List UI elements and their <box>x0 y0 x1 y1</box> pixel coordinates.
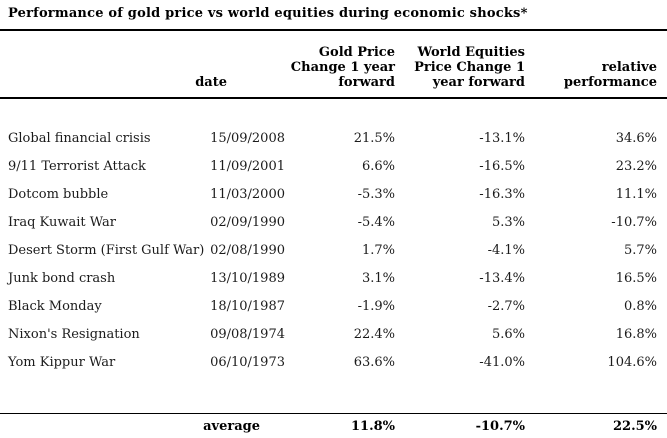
column-header-event <box>8 90 195 97</box>
equities-change-cell: -4.1% <box>487 243 525 258</box>
date-cell: 06/10/1973 <box>210 355 285 370</box>
table-title: Performance of gold price vs world equit… <box>8 6 528 21</box>
event-cell: Yom Kippur War <box>8 355 116 370</box>
relative-performance-cell: 16.5% <box>615 271 657 286</box>
title-divider <box>0 29 667 31</box>
date-cell: 11/09/2001 <box>210 159 285 174</box>
relative-performance-cell: 16.8% <box>615 327 657 342</box>
date-cell: 13/10/1989 <box>210 271 285 286</box>
equities-change-cell: -41.0% <box>479 355 525 370</box>
gold-change-cell: 6.6% <box>361 159 395 174</box>
table-body: Global financial crisis 15/09/2008 21.5%… <box>8 125 657 377</box>
relative-performance-cell: -10.7% <box>611 215 657 230</box>
relative-performance-cell: 5.7% <box>623 243 657 258</box>
column-header-gold-price: Gold Price Change 1 year forward <box>290 45 395 90</box>
equities-change-cell: -2.7% <box>487 299 525 314</box>
average-empty-cell <box>8 414 195 438</box>
gold-change-cell: 21.5% <box>353 131 395 146</box>
date-cell: 18/10/1987 <box>210 299 285 314</box>
date-cell: 02/09/1990 <box>210 215 285 230</box>
average-row: average 11.8% -10.7% 22.5% <box>8 414 657 438</box>
column-header-relative-performance: relative performance <box>563 60 657 90</box>
gold-change-cell: -1.9% <box>357 299 395 314</box>
event-cell: Black Monday <box>8 299 102 314</box>
gold-change-cell: -5.3% <box>357 187 395 202</box>
average-label: average <box>203 419 260 434</box>
gold-change-cell: 1.7% <box>361 243 395 258</box>
relative-performance-cell: 23.2% <box>615 159 657 174</box>
table-header-row: date Gold Price Change 1 year forward Wo… <box>8 31 657 97</box>
relative-performance-cell: 104.6% <box>607 355 657 370</box>
footer-divider <box>0 413 667 414</box>
gold-change-cell: 63.6% <box>353 355 395 370</box>
event-cell: 9/11 Terrorist Attack <box>8 159 146 174</box>
gold-change-cell: -5.4% <box>357 215 395 230</box>
event-cell: Dotcom bubble <box>8 187 109 202</box>
event-cell: Iraq Kuwait War <box>8 215 116 230</box>
relative-performance-cell: 34.6% <box>615 131 657 146</box>
average-gold-cell: 11.8% <box>350 419 395 434</box>
date-cell: 11/03/2000 <box>210 187 285 202</box>
event-cell: Nixon's Resignation <box>8 327 140 342</box>
date-cell: 15/09/2008 <box>210 131 285 146</box>
gold-change-cell: 3.1% <box>361 271 395 286</box>
average-relative-cell: 22.5% <box>612 419 657 434</box>
equities-change-cell: -16.5% <box>479 159 525 174</box>
equities-change-cell: -13.1% <box>479 131 525 146</box>
event-cell: Global financial crisis <box>8 131 151 146</box>
column-header-date: date <box>195 75 227 90</box>
date-cell: 02/08/1990 <box>210 243 285 258</box>
column-header-world-equities: World Equities Price Change 1 year forwa… <box>414 45 525 90</box>
relative-performance-cell: 0.8% <box>623 299 657 314</box>
equities-change-cell: -13.4% <box>479 271 525 286</box>
relative-performance-cell: 11.1% <box>615 187 657 202</box>
date-cell: 09/08/1974 <box>210 327 285 342</box>
event-cell: Junk bond crash <box>8 271 116 286</box>
equities-change-cell: -16.3% <box>479 187 525 202</box>
header-divider <box>0 97 667 99</box>
average-equities-cell: -10.7% <box>475 419 525 434</box>
equities-change-cell: 5.6% <box>491 327 525 342</box>
event-cell: Desert Storm (First Gulf War) <box>8 243 205 258</box>
gold-change-cell: 22.4% <box>353 327 395 342</box>
equities-change-cell: 5.3% <box>491 215 525 230</box>
